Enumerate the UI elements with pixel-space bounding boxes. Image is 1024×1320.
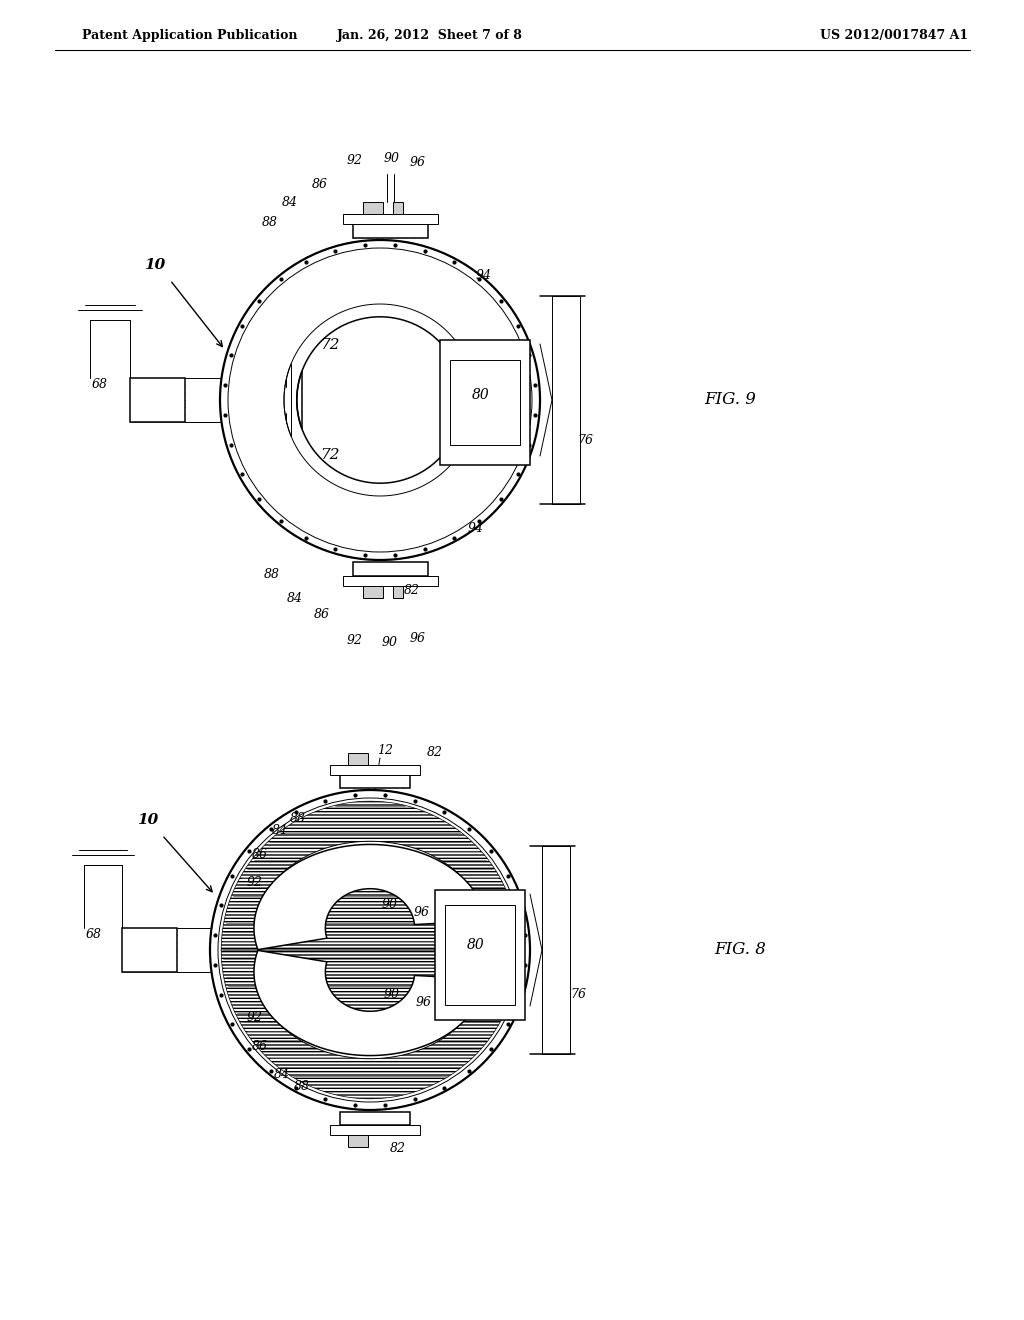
Text: 80: 80 xyxy=(467,939,484,952)
Text: 96: 96 xyxy=(410,156,426,169)
Bar xyxy=(450,360,520,445)
Text: 90: 90 xyxy=(384,152,400,165)
Text: 96: 96 xyxy=(416,995,432,1008)
Text: 94: 94 xyxy=(468,521,484,535)
Text: 88: 88 xyxy=(294,1080,310,1093)
Text: 90: 90 xyxy=(382,899,398,912)
Text: 68: 68 xyxy=(92,379,108,392)
Text: 88: 88 xyxy=(264,569,280,582)
Text: 86: 86 xyxy=(252,1040,268,1052)
Bar xyxy=(440,341,530,465)
Text: Patent Application Publication: Patent Application Publication xyxy=(82,29,298,41)
Bar xyxy=(330,766,420,775)
Text: US 2012/0017847 A1: US 2012/0017847 A1 xyxy=(820,29,968,41)
Text: 92: 92 xyxy=(347,153,362,166)
Bar xyxy=(340,775,410,788)
Text: 76: 76 xyxy=(570,989,586,1002)
Bar xyxy=(435,890,525,1020)
Bar xyxy=(353,562,428,576)
Text: 84: 84 xyxy=(282,195,298,209)
Text: 82: 82 xyxy=(390,1142,406,1155)
Circle shape xyxy=(220,240,540,560)
Polygon shape xyxy=(258,953,481,1059)
Text: 92: 92 xyxy=(247,1011,263,1024)
Polygon shape xyxy=(254,845,485,949)
Text: 72: 72 xyxy=(321,447,340,462)
Polygon shape xyxy=(254,950,485,1056)
Text: 10: 10 xyxy=(137,813,159,828)
Text: 88: 88 xyxy=(262,215,278,228)
Text: 90: 90 xyxy=(384,989,400,1002)
Text: 92: 92 xyxy=(347,634,362,647)
Text: 86: 86 xyxy=(312,178,328,191)
Bar xyxy=(343,576,438,586)
Bar xyxy=(445,906,515,1005)
Bar xyxy=(353,224,428,238)
Text: 84: 84 xyxy=(287,591,303,605)
Circle shape xyxy=(210,789,530,1110)
Text: FIG. 9: FIG. 9 xyxy=(705,392,756,408)
Bar xyxy=(122,928,177,972)
Circle shape xyxy=(218,799,522,1102)
Polygon shape xyxy=(221,801,519,950)
Text: 88: 88 xyxy=(290,812,306,825)
Bar xyxy=(340,1111,410,1125)
Polygon shape xyxy=(258,841,481,946)
Text: 82: 82 xyxy=(404,583,420,597)
Text: 96: 96 xyxy=(410,631,426,644)
Bar xyxy=(542,846,570,1053)
Text: 86: 86 xyxy=(252,847,268,861)
Text: 94: 94 xyxy=(476,269,492,281)
Bar xyxy=(130,378,185,422)
Bar xyxy=(393,202,403,214)
Text: FIG. 8: FIG. 8 xyxy=(714,941,766,958)
Bar xyxy=(552,296,580,504)
Bar xyxy=(343,214,438,224)
Text: 72: 72 xyxy=(321,338,340,352)
Text: 12: 12 xyxy=(377,743,393,756)
Bar xyxy=(393,586,403,598)
Bar xyxy=(362,586,383,598)
Text: 92: 92 xyxy=(247,876,263,890)
Text: 86: 86 xyxy=(314,609,330,622)
Text: 80: 80 xyxy=(472,388,489,403)
Bar xyxy=(348,1135,368,1147)
Circle shape xyxy=(231,251,528,549)
Polygon shape xyxy=(221,950,519,1098)
Text: 90: 90 xyxy=(382,635,398,648)
Text: 76: 76 xyxy=(577,433,593,446)
Text: 96: 96 xyxy=(414,906,430,919)
Text: 82: 82 xyxy=(427,746,443,759)
Bar xyxy=(348,752,368,766)
Circle shape xyxy=(228,248,532,552)
Circle shape xyxy=(221,801,519,1098)
Bar xyxy=(330,1125,420,1135)
Text: Jan. 26, 2012  Sheet 7 of 8: Jan. 26, 2012 Sheet 7 of 8 xyxy=(337,29,523,41)
Bar xyxy=(362,202,383,214)
Text: 10: 10 xyxy=(144,257,166,272)
Text: 84: 84 xyxy=(274,1068,290,1081)
Text: 84: 84 xyxy=(272,824,288,837)
Text: 68: 68 xyxy=(86,928,102,941)
